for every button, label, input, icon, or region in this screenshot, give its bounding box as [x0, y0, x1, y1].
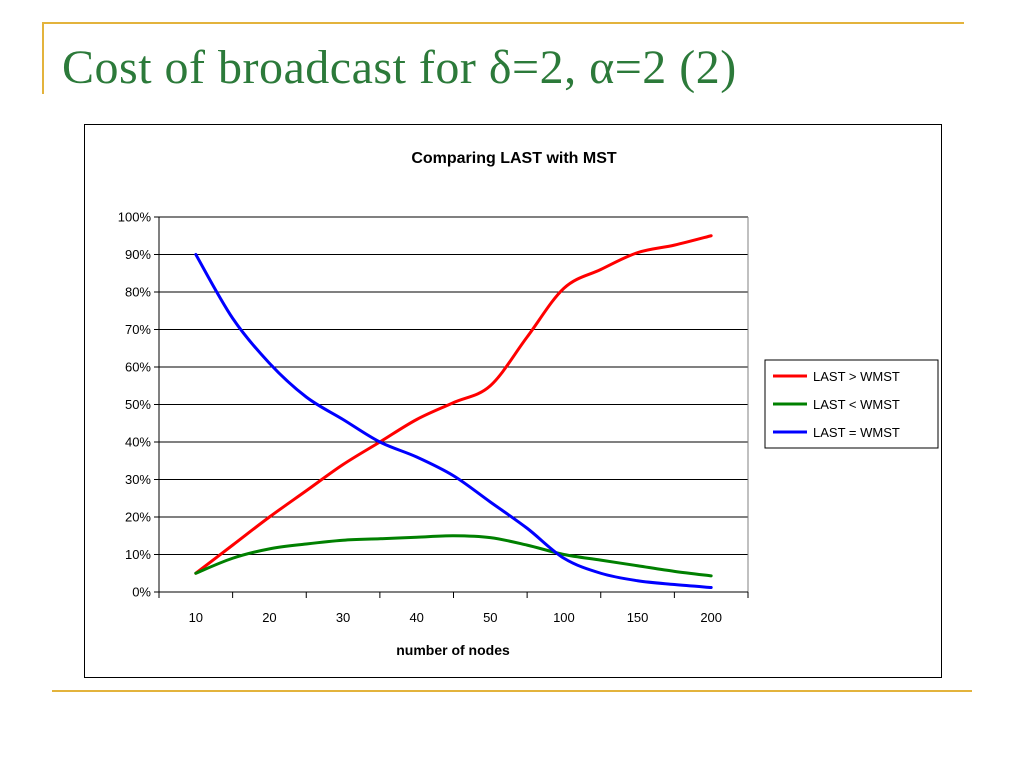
y-tick-label: 0% — [132, 585, 151, 600]
series-line-2 — [194, 253, 713, 589]
y-tick-label: 30% — [125, 472, 151, 487]
y-tick-label: 80% — [125, 285, 151, 300]
legend: LAST > WMST LAST < WMST LAST = WMST — [764, 359, 939, 449]
y-tick-label: 70% — [125, 322, 151, 337]
x-tick-label-30: 30 — [336, 610, 350, 625]
chart-container: Comparing LAST with MST number of nodes … — [84, 124, 942, 678]
gridlines — [159, 216, 748, 555]
series-lines — [194, 234, 713, 589]
frame-left-line — [42, 22, 44, 94]
legend-label-1: LAST < WMST — [813, 397, 900, 412]
series-line-0 — [194, 234, 713, 575]
line-chart: Comparing LAST with MST number of nodes … — [118, 150, 939, 658]
y-tick-label: 50% — [125, 397, 151, 412]
slide-title: Cost of broadcast for δ=2, α=2 (2) — [62, 41, 737, 94]
chart-title: Comparing LAST with MST — [411, 150, 617, 167]
series-line-1 — [194, 534, 713, 578]
y-tick-label: 100% — [118, 210, 152, 225]
frame-bottom-line — [52, 690, 972, 692]
x-tick-label-10: 10 — [189, 610, 203, 625]
legend-label-2: LAST = WMST — [813, 425, 900, 440]
x-tick-label-50: 50 — [483, 610, 497, 625]
y-tick-label: 20% — [125, 510, 151, 525]
frame-top-line — [42, 22, 964, 24]
x-tick-label-200: 200 — [700, 610, 722, 625]
x-tick-label-150: 150 — [627, 610, 649, 625]
y-tick-label: 40% — [125, 435, 151, 450]
legend-label-0: LAST > WMST — [813, 369, 900, 384]
y-tick-label: 90% — [125, 247, 151, 262]
x-axis-title: number of nodes — [396, 642, 510, 658]
axes: 0% 10% 20% 30% 40% 50% 60% 70% 80% 90% 100% 10 20 30 4… — [118, 210, 749, 625]
y-tick-label: 60% — [125, 360, 151, 375]
y-tick-label: 10% — [125, 547, 151, 562]
x-tick-label-20: 20 — [262, 610, 276, 625]
x-tick-label-40: 40 — [409, 610, 423, 625]
x-tick-label-100: 100 — [553, 610, 575, 625]
